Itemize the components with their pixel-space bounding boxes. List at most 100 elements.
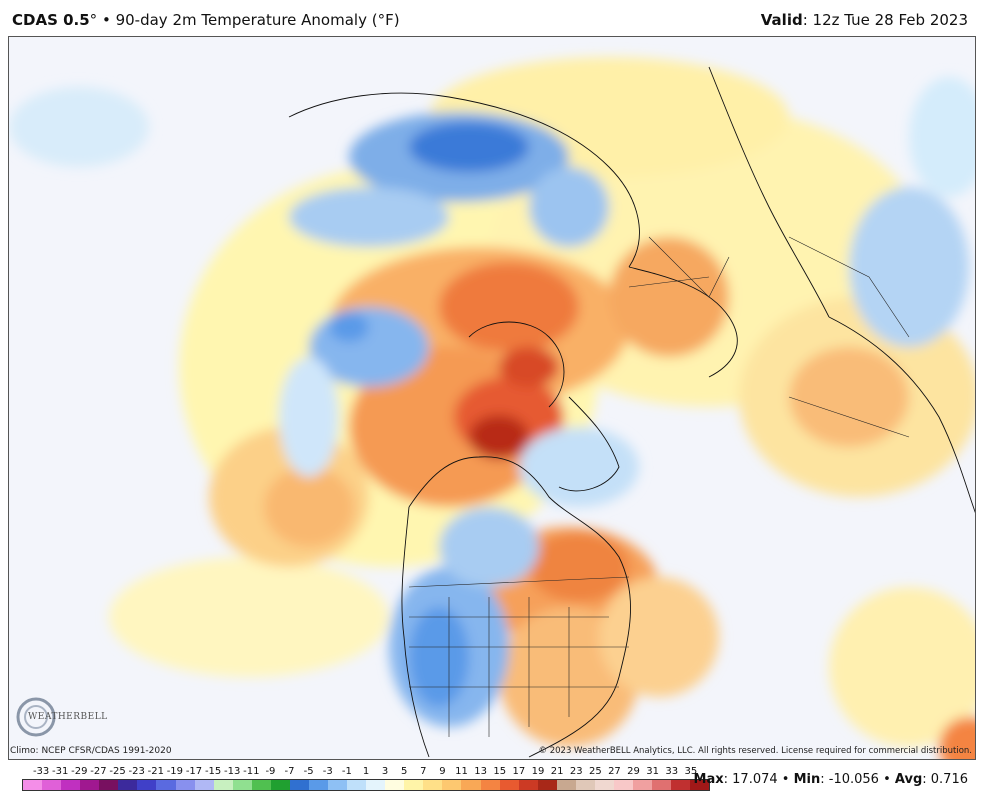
copyright-notice: © 2023 WeatherBELL Analytics, LLC. All r… [538,746,972,756]
legend-tick-label: 33 [665,766,679,777]
title-bullet: • [101,11,111,29]
map-canvas [9,37,975,759]
legend-tick-label: -13 [224,766,241,777]
climo-source: Climo: NCEP CFSR/CDAS 1991-2020 [10,746,172,756]
legend-swatch [232,780,252,790]
legend-swatch [385,780,405,790]
legend-tick-label: -23 [128,766,145,777]
legend-tick-label: 5 [401,766,408,777]
legend-swatch [575,780,595,790]
legend-swatch [461,780,481,790]
legend-tick-label: -31 [52,766,69,777]
legend-tick-label: -33 [32,766,50,777]
avg-value: : 0.716 [922,772,968,787]
legend-tick-label: 21 [550,766,564,777]
legend-tick-label: 15 [493,766,507,777]
legend-swatch [80,780,100,790]
legend-swatch [613,780,633,790]
legend-tick-label: 35 [684,766,698,777]
legend-swatch [423,780,443,790]
anomaly-field [9,57,975,759]
legend-tick-label: 29 [627,766,640,777]
color-legend: -33 -31 -29 -27 -25 -23 -21 -19 -17 -15 -13 -11 -9 -7… [10,766,710,806]
legend-tick-label: 13 [474,766,488,777]
legend-tick-label: -25 [109,766,126,777]
legend-tick-label: 31 [646,766,660,777]
avg-label: Avg [894,772,923,787]
legend-swatch [442,780,462,790]
legend-tick-label: -5 [303,766,314,777]
stats-separator: • [878,772,895,787]
legend-tick-label: 3 [381,766,389,777]
legend-tick-label: 23 [569,766,583,777]
stats-separator: • [777,772,794,787]
legend-swatch [556,780,576,790]
legend-tick-label: 25 [588,766,602,777]
legend-swatch [137,780,157,790]
min-value: : -10.056 [820,772,879,787]
legend-swatch [671,780,691,790]
anomaly-map[interactable] [8,36,976,760]
legend-swatch [518,780,538,790]
legend-tick-label: -21 [147,766,164,777]
legend-swatch [289,780,309,790]
map-title: CDAS 0.5° • 90-day 2m Temperature Anomal… [12,11,400,29]
legend-swatch [480,780,500,790]
legend-tick-label: -15 [204,766,222,777]
map-header: CDAS 0.5° • 90-day 2m Temperature Anomal… [0,0,984,36]
legend-tick-labels: -33 -31 -29 -27 -25 -23 -21 -19 -17 -15 -13 -11 -9 -7… [10,766,710,780]
political-borders [408,236,910,737]
legend-swatch [194,780,214,790]
legend-tick-label: 11 [455,766,468,777]
legend-tick-label: -7 [284,766,295,777]
max-value: : 17.074 [723,772,778,787]
legend-swatch [251,780,271,790]
legend-swatch [23,780,43,790]
legend-tick-label: -27 [90,766,107,777]
legend-tick-label: -11 [243,766,260,777]
legend-tick-label: 7 [420,766,427,777]
legend-swatch [633,780,653,790]
legend-tick-label: 1 [362,766,370,777]
legend-tick-label: -3 [322,766,333,777]
legend-tick-label: -29 [71,766,88,777]
legend-swatch [652,780,672,790]
legend-tick-label: 27 [608,766,621,777]
model-name: CDAS 0.5 [12,11,90,29]
legend-swatch [537,780,557,790]
legend-tick-label: 17 [512,766,526,777]
valid-time-value: : 12z Tue 28 Feb 2023 [802,11,968,29]
legend-swatch [156,780,176,790]
legend-swatch [118,780,138,790]
legend-swatch [347,780,367,790]
coastlines [288,66,975,758]
legend-tick-label: 9 [439,766,446,777]
logo-wordmark: WEATHERBELL [28,712,108,722]
min-label: Min [793,772,821,787]
legend-swatch [328,780,348,790]
legend-tick-label: -1 [341,766,352,777]
legend-tick-label: -17 [185,766,203,777]
max-label: Max [693,772,724,787]
weatherbell-logo [14,694,106,740]
legend-swatch [99,780,119,790]
product-name: 90-day 2m Temperature Anomaly (°F) [115,11,400,29]
legend-swatch [42,780,62,790]
field-statistics: Max: 17.074 • Min: -10.056 • Avg: 0.716 [694,772,968,787]
legend-swatch [213,780,233,790]
legend-swatch [270,780,290,790]
legend-swatch [594,780,614,790]
legend-tick-label: -19 [166,766,184,777]
legend-swatch [366,780,386,790]
valid-label: Valid [760,11,803,29]
legend-color-bar [22,779,710,791]
legend-swatch [61,780,81,790]
legend-swatch [404,780,424,790]
degree-symbol: ° [89,11,98,29]
legend-swatch [175,780,195,790]
valid-time: Valid: 12z Tue 28 Feb 2023 [761,11,968,29]
legend-swatch [499,780,519,790]
legend-swatch [690,780,710,790]
legend-swatch [308,780,328,790]
legend-tick-label: -9 [265,766,276,777]
